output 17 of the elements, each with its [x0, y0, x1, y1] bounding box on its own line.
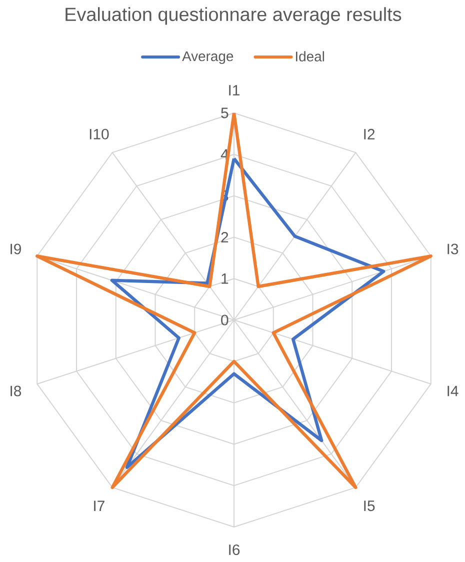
spoke-label: I6 — [229, 544, 240, 556]
spoke-label: I8 — [10, 386, 22, 396]
spoke-label: I2 — [364, 128, 375, 140]
spoke-label: I1 — [229, 85, 240, 96]
spoke-label: I9 — [10, 244, 21, 254]
y-tick-label: 2 — [221, 232, 228, 242]
spoke-label: I10 — [90, 128, 109, 140]
spoke-label: I7 — [94, 500, 104, 512]
y-tick-label: 5 — [221, 108, 228, 118]
y-tick-label: 1 — [222, 273, 228, 284]
legend-label: Ideal — [296, 51, 324, 62]
y-tick-label: 0 — [221, 314, 228, 326]
spoke-label: I5 — [364, 500, 375, 512]
chart-title: Evaluation questionnare average results — [66, 7, 402, 25]
spoke-label: I4 — [448, 386, 458, 396]
legend-label: Average — [182, 51, 234, 64]
spoke-label: I3 — [448, 244, 458, 254]
